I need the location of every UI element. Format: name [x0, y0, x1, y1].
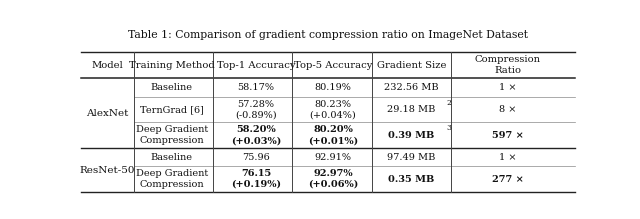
Text: 277 ×: 277 ×: [492, 175, 524, 184]
Text: 97.49 MB: 97.49 MB: [387, 153, 435, 162]
Text: 597 ×: 597 ×: [492, 131, 524, 140]
Text: 76.15
(+0.19%): 76.15 (+0.19%): [231, 169, 281, 189]
Text: TernGrad [6]: TernGrad [6]: [140, 105, 204, 114]
Text: 80.20%
(+0.01%): 80.20% (+0.01%): [308, 125, 358, 145]
Text: 57.28%
(-0.89%): 57.28% (-0.89%): [236, 100, 277, 120]
Text: 80.19%: 80.19%: [314, 83, 351, 92]
Text: Training Method: Training Method: [129, 61, 214, 70]
Text: 2: 2: [446, 99, 451, 106]
Text: ResNet-50: ResNet-50: [79, 166, 135, 175]
Text: 8 ×: 8 ×: [499, 105, 516, 114]
Text: Deep Gradient
Compression: Deep Gradient Compression: [136, 169, 208, 189]
Text: Baseline: Baseline: [151, 83, 193, 92]
Text: 58.20%
(+0.03%): 58.20% (+0.03%): [231, 125, 281, 145]
Text: Top-5 Accuracy: Top-5 Accuracy: [294, 61, 372, 70]
Text: Table 1: Comparison of gradient compression ratio on ImageNet Dataset: Table 1: Comparison of gradient compress…: [128, 30, 528, 41]
Text: Model: Model: [92, 61, 123, 70]
Text: 92.97%
(+0.06%): 92.97% (+0.06%): [308, 169, 358, 189]
Text: 0.39 MB: 0.39 MB: [388, 131, 435, 140]
Text: Top-1 Accuracy: Top-1 Accuracy: [217, 61, 295, 70]
Text: 1 ×: 1 ×: [499, 83, 516, 92]
Text: 58.17%: 58.17%: [237, 83, 275, 92]
Text: Deep Gradient
Compression: Deep Gradient Compression: [136, 125, 208, 145]
Text: 3: 3: [446, 124, 451, 132]
Text: 29.18 MB: 29.18 MB: [387, 105, 435, 114]
Text: 80.23%
(+0.04%): 80.23% (+0.04%): [310, 100, 356, 120]
Text: Gradient Size: Gradient Size: [376, 61, 446, 70]
Text: 0.35 MB: 0.35 MB: [388, 175, 435, 184]
Text: Compression
Ratio: Compression Ratio: [474, 55, 541, 75]
Text: 92.91%: 92.91%: [314, 153, 351, 162]
Text: Baseline: Baseline: [151, 153, 193, 162]
Text: 1 ×: 1 ×: [499, 153, 516, 162]
Text: 75.96: 75.96: [242, 153, 270, 162]
Text: 232.56 MB: 232.56 MB: [384, 83, 438, 92]
Text: AlexNet: AlexNet: [86, 109, 129, 118]
